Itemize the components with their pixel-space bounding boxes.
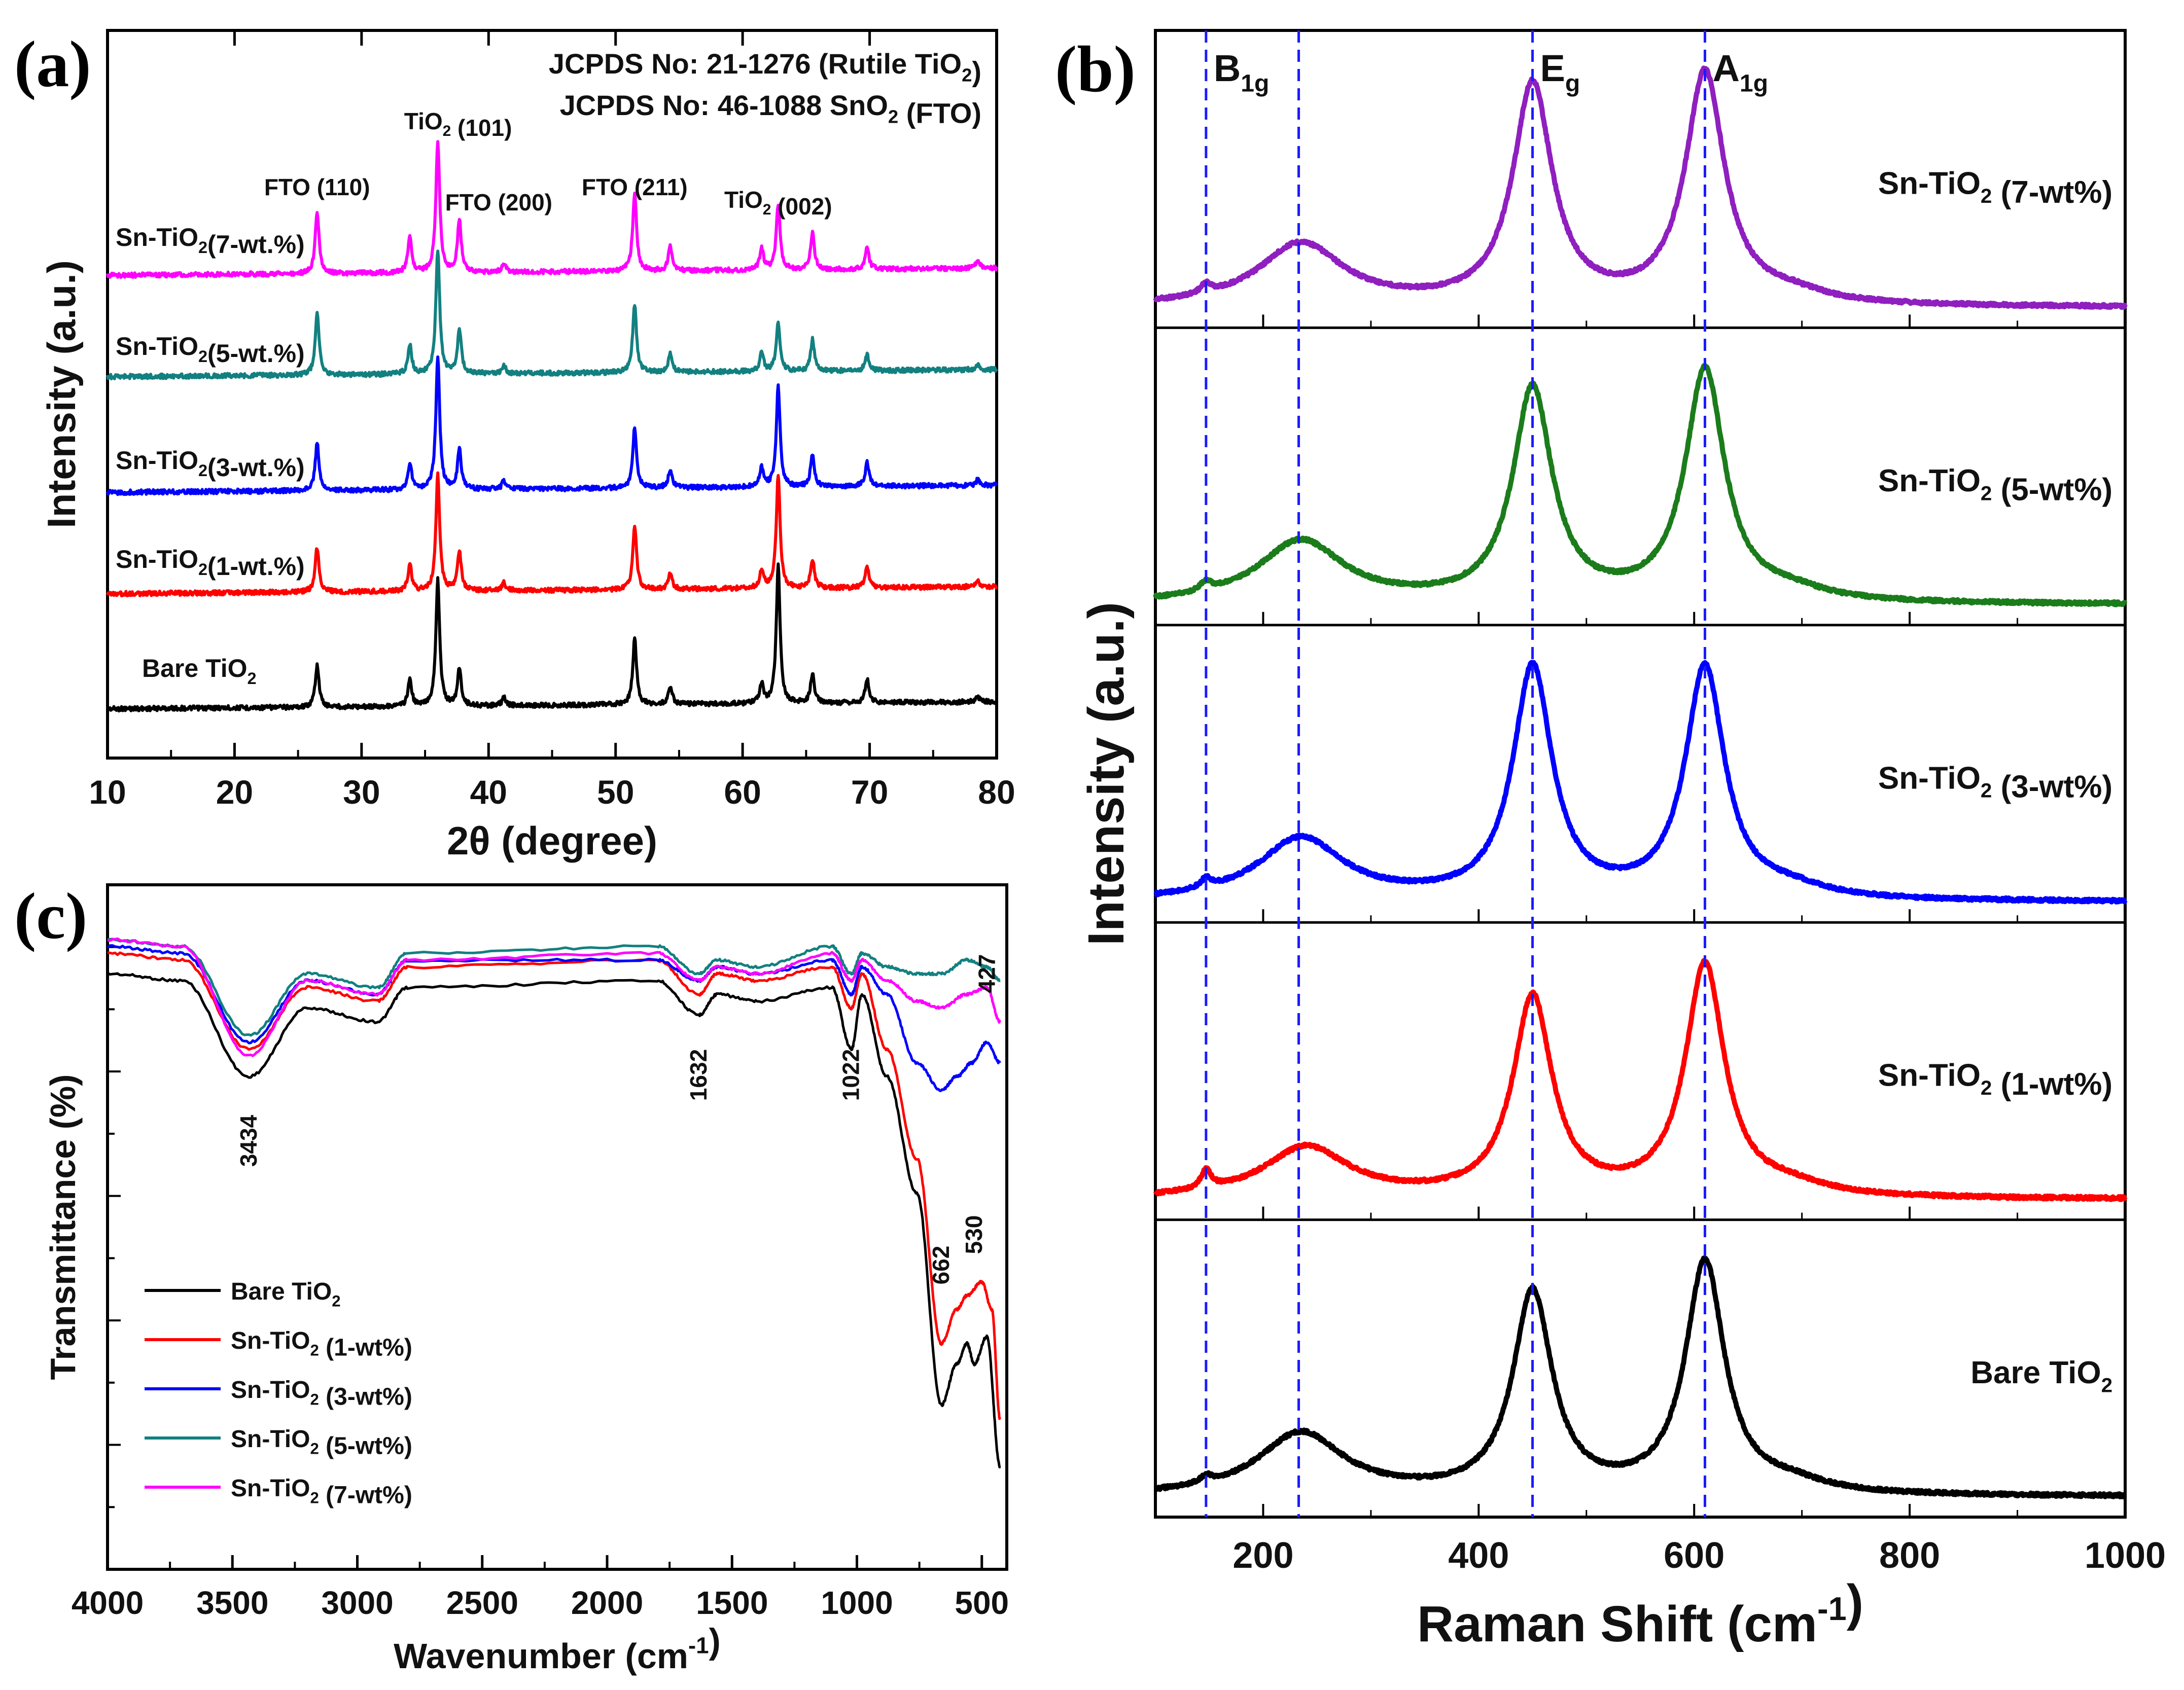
peak-label: FTO (200) xyxy=(445,189,552,215)
legend-label: Sn-TiO2 (3-wt%) xyxy=(231,1377,412,1410)
plot-frame xyxy=(1154,29,2127,1519)
raman-trace xyxy=(1153,958,2128,1202)
panel-c-ftir: 4000 3500 3000 2500 2000 1500 1000 500 Wavenumbe… xyxy=(14,880,1009,1676)
peak-label: TiO2 (101) xyxy=(404,108,512,141)
ftir-trace xyxy=(107,951,1002,1420)
series-label: Sn-TiO2 (3-wt%) xyxy=(1878,761,2112,804)
series-label: Sn-TiO2(1-wt.%) xyxy=(116,545,305,581)
panel-label-a: (a) xyxy=(14,28,91,101)
panel-b-raman: 200 400 600 800 1000 Raman Shift (cm-1) Intens… xyxy=(1055,29,2166,1652)
y-axis-label: Intensity (a.u.) xyxy=(39,260,84,528)
y-axis-label: Intensity (a.u.) xyxy=(1078,602,1135,946)
x-tick-label: 3000 xyxy=(321,1585,393,1621)
panel-label-c: (c) xyxy=(14,880,87,953)
mode-label: A1g xyxy=(1712,47,1768,97)
mode-label: B1g xyxy=(1214,47,1270,97)
plot-frame xyxy=(106,29,998,760)
x-tick-label: 80 xyxy=(978,773,1015,811)
raman-trace xyxy=(1153,65,2128,310)
plot-frame xyxy=(106,883,1008,1571)
legend-label: Bare TiO2 xyxy=(231,1278,341,1310)
x-tick-label: 60 xyxy=(724,773,761,811)
band-label: 3434 xyxy=(235,1114,262,1167)
x-tick-label: 1000 xyxy=(2085,1535,2166,1576)
x-tick-label: 2000 xyxy=(571,1585,643,1621)
x-tick-label: 1000 xyxy=(821,1585,893,1621)
ftir-trace xyxy=(107,972,1001,1468)
band-label: 1632 xyxy=(685,1049,712,1101)
series-label: Sn-TiO2 (5-wt%) xyxy=(1878,463,2112,507)
legend-label: Sn-TiO2 (1-wt%) xyxy=(231,1327,412,1361)
peak-label: FTO (211) xyxy=(582,174,688,200)
x-axis-label: 2θ (degree) xyxy=(447,818,657,863)
x-axis-label: Raman Shift (cm-1) xyxy=(1417,1574,1863,1652)
x-axis-label: Wavenumber (cm-1) xyxy=(394,1622,721,1676)
legend-label: Sn-TiO2 (5-wt%) xyxy=(231,1426,412,1459)
raman-trace xyxy=(1153,363,2128,607)
series-label: Sn-TiO2(7-wt.%) xyxy=(116,223,305,259)
series-label: Bare TiO2 xyxy=(1970,1355,2112,1396)
x-tick-label: 600 xyxy=(1664,1535,1724,1576)
mode-label: Eg xyxy=(1540,47,1580,97)
xrd-trace xyxy=(106,562,998,713)
xrd-trace xyxy=(106,471,998,597)
x-tick-label: 200 xyxy=(1232,1535,1293,1576)
x-tick-label: 50 xyxy=(597,773,634,811)
series-label: Sn-TiO2(5-wt.%) xyxy=(116,332,305,368)
x-tick-label: 2500 xyxy=(446,1585,518,1621)
band-label: 1022 xyxy=(838,1049,864,1101)
series-label: Sn-TiO2 (1-wt%) xyxy=(1878,1058,2112,1102)
x-tick-label: 20 xyxy=(216,773,253,811)
ftir-trace xyxy=(107,938,1001,1037)
x-tick-label: 1500 xyxy=(696,1585,768,1621)
x-tick-label: 10 xyxy=(89,773,126,811)
xrd-trace xyxy=(106,249,998,381)
x-tick-label: 3500 xyxy=(196,1585,268,1621)
series-label: Sn-TiO2(3-wt.%) xyxy=(116,446,305,482)
ftir-trace xyxy=(107,937,1001,1057)
raman-trace xyxy=(1153,660,2128,905)
peak-label: TiO2 (002) xyxy=(724,187,832,220)
x-tick-label: 400 xyxy=(1448,1535,1509,1576)
x-tick-label: 70 xyxy=(851,773,888,811)
band-label: 662 xyxy=(928,1246,954,1285)
ftir-trace xyxy=(107,944,1001,1092)
y-axis-label: Transmittance (%) xyxy=(43,1074,83,1380)
jcpds-line: JCPDS No: 46-1088 SnO2 (FTO) xyxy=(560,89,981,129)
band-label: 530 xyxy=(961,1215,987,1254)
xrd-trace xyxy=(106,140,998,279)
peak-label: FTO (110) xyxy=(264,174,370,200)
legend-label: Sn-TiO2 (7-wt%) xyxy=(231,1475,412,1508)
series-label: Bare TiO2 xyxy=(142,654,257,688)
xrd-trace xyxy=(106,355,998,496)
band-label: 427 xyxy=(974,954,1000,993)
x-tick-label: 40 xyxy=(470,773,507,811)
x-tick-label: 4000 xyxy=(72,1585,144,1621)
panel-a-xrd: 10 20 30 40 50 60 70 80 2θ (degree) Intensity (a.… xyxy=(14,28,1015,863)
panel-label-b: (b) xyxy=(1055,33,1136,106)
x-tick-label: 500 xyxy=(955,1585,1009,1621)
series-label: Sn-TiO2 (7-wt%) xyxy=(1878,166,2112,210)
x-tick-label: 800 xyxy=(1879,1535,1940,1576)
x-tick-label: 30 xyxy=(343,773,380,811)
raman-trace xyxy=(1153,1255,2127,1499)
jcpds-line: JCPDS No: 21-1276 (Rutile TiO2) xyxy=(549,48,981,88)
